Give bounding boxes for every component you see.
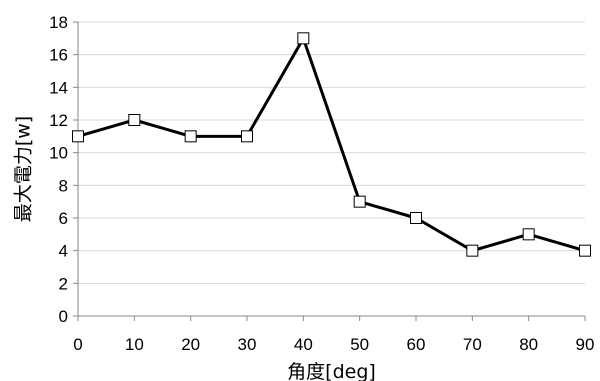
data-point-marker [579,244,591,257]
data-point-marker [241,130,253,143]
x-tick-label: 20 [181,335,200,354]
y-tick-label: 2 [59,274,68,293]
series-line [77,36,586,253]
data-point-marker [72,130,84,143]
y-tick-label: 16 [49,46,68,65]
y-tick-label: 0 [59,307,68,326]
data-point-marker [410,212,422,224]
x-tick-label: 60 [407,335,426,354]
y-axis-title: 最大電力[w] [13,116,35,222]
data-point-marker [184,130,197,143]
y-tick-label: 14 [49,78,68,97]
x-tick-label: 50 [350,335,369,354]
x-tick-label: 10 [125,335,144,354]
axes [73,21,586,321]
data-point-marker [353,195,366,208]
y-tick-label: 6 [59,209,68,228]
x-tick-label: 70 [463,335,482,354]
y-tick-label: 4 [59,242,68,261]
x-tick-label: 30 [238,335,257,354]
y-tick-label: 8 [59,176,68,195]
data-point-marker [522,228,535,241]
y-tick-label: 18 [49,13,68,32]
y-tick-labels: 0 2 4 6 8 10 12 14 16 18 [49,13,68,326]
data-point-marker [297,32,310,45]
data-point-marker [466,244,479,257]
x-axis-title: 角度[deg] [287,361,376,381]
series-group [72,32,591,257]
x-tick-labels: 0 10 20 30 40 50 60 70 80 90 [73,335,594,354]
x-tick-label: 40 [294,335,313,354]
grid-lines [78,21,585,284]
x-tick-label: 90 [576,335,595,354]
x-tick-label: 80 [519,335,538,354]
data-point-marker [128,114,141,126]
y-tick-label: 12 [49,111,68,130]
x-tick-label: 0 [73,335,82,354]
y-tick-label: 10 [49,144,68,163]
